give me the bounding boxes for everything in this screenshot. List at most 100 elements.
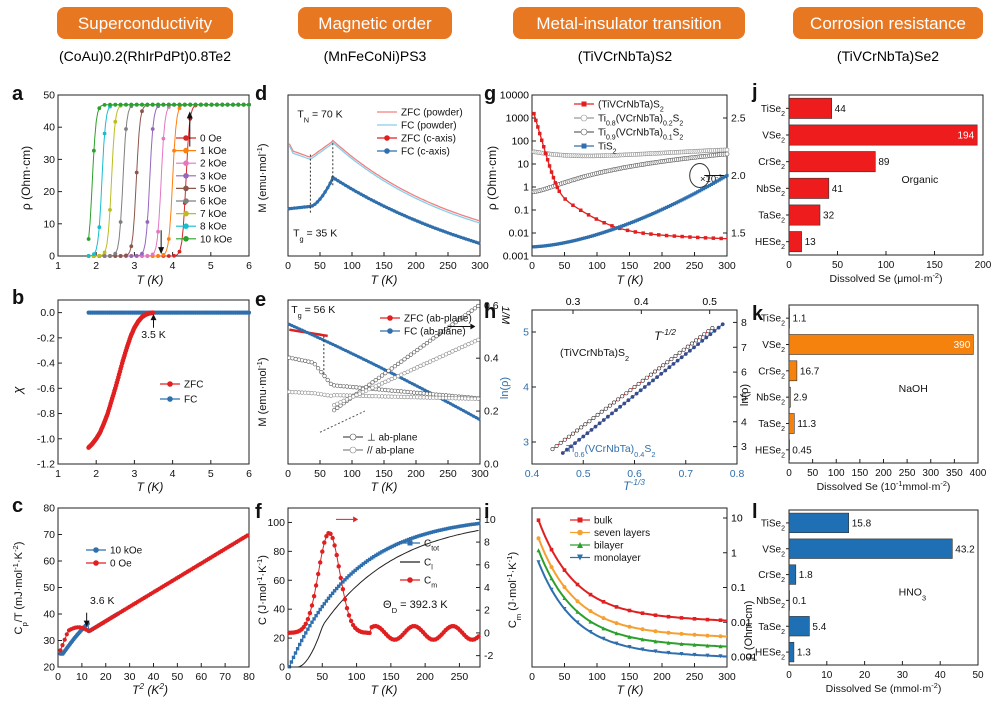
series-line: [537, 549, 728, 648]
data-point: [583, 422, 588, 427]
data-point: [550, 447, 555, 452]
data-point: [415, 384, 419, 388]
data-point: [614, 621, 619, 626]
data-point: [309, 360, 314, 365]
legend-label: 10 kOe: [110, 546, 143, 557]
data-point: [390, 371, 394, 375]
data-point: [395, 210, 399, 214]
legend-label: Ctot: [424, 539, 439, 553]
data-point: [394, 542, 398, 547]
data-point: [627, 645, 632, 649]
medium-label: HNO3: [899, 587, 926, 603]
data-point: [679, 652, 684, 656]
data-point: [326, 596, 331, 600]
y-tick-label: -1.2: [37, 459, 55, 471]
bar-value-label: 41: [832, 184, 844, 195]
data-point: [372, 199, 376, 203]
data-point: [588, 609, 593, 614]
data-point: [601, 636, 606, 641]
legend-label: 1 kOe: [200, 146, 227, 157]
data-point: [600, 231, 604, 235]
y-tick-label: 1000: [506, 113, 530, 125]
data-point: [628, 388, 633, 393]
data-point: [58, 648, 63, 653]
panel-letter: d: [255, 83, 267, 105]
x-tick-label: 100: [343, 468, 361, 480]
data-point: [380, 550, 384, 554]
y-tick-label: 30: [43, 635, 55, 647]
data-point: [326, 340, 330, 344]
x-tick-label: 150: [621, 260, 639, 272]
data-point: [402, 378, 407, 382]
arrow-head: [83, 620, 90, 627]
annotation: TN = 70 K: [297, 109, 342, 125]
bar: [788, 204, 821, 226]
data-point: [575, 428, 580, 433]
data-point: [640, 627, 645, 632]
x-tick-label: 30: [897, 670, 909, 681]
data-point: [361, 562, 366, 566]
data-point: [718, 654, 723, 659]
x-tick-label: 5: [208, 260, 214, 272]
data-point: [547, 164, 552, 168]
data-point: [723, 175, 727, 179]
legend-label: FC (c-axis): [401, 147, 450, 158]
data-point: [332, 408, 337, 413]
data-point: [622, 223, 626, 228]
x-tick-label: 250: [439, 260, 457, 272]
data-point: [429, 530, 433, 535]
data-point: [383, 371, 388, 376]
y-tick-label: 100: [267, 517, 285, 529]
x-tick-label: 200: [653, 671, 671, 683]
data-point: [376, 375, 382, 380]
data-point: [666, 614, 671, 619]
data-point: [620, 224, 624, 228]
column-header-badge: [57, 7, 233, 39]
bar-value-label: 0.45: [792, 445, 812, 456]
data-point: [454, 525, 458, 529]
bar: [788, 512, 850, 533]
data-point: [703, 236, 708, 240]
panel-letter: l: [752, 501, 758, 523]
x-tick-label: 200: [875, 468, 892, 479]
annotation: 3.6 K: [90, 595, 115, 607]
data-point: [688, 235, 692, 239]
legend-label: ZFC (ab-plane): [404, 314, 472, 325]
column-header-badge: [513, 7, 745, 39]
data-point: [384, 547, 388, 552]
legend-label: Ti0.6(VCrNbTa)0.4S2: [566, 443, 656, 459]
data-point: [554, 443, 559, 448]
legend-label: FC (powder): [401, 121, 457, 132]
data-point: [559, 241, 563, 245]
data-point: [124, 102, 128, 107]
bar: [788, 307, 790, 329]
data-point: [565, 240, 569, 244]
data-point: [581, 434, 586, 439]
data-point: [692, 652, 697, 657]
x-tick-label: 20: [100, 671, 112, 683]
data-point: [464, 523, 468, 527]
data-point: [651, 378, 655, 383]
x-tick-label: 200: [653, 260, 671, 272]
data-point: [713, 180, 717, 184]
data-point: [569, 444, 573, 449]
data-point: [575, 582, 580, 587]
data-point: [626, 398, 631, 403]
category-label: VSe2: [762, 131, 785, 145]
legend-marker: [384, 148, 390, 154]
data-point: [450, 526, 454, 530]
y-tick-label: 0: [279, 662, 285, 674]
panel-letter: b: [12, 287, 24, 309]
data-point: [182, 102, 187, 107]
bar-value-label: 194: [957, 131, 974, 142]
y-tick-label: 10: [517, 159, 529, 171]
data-point: [407, 537, 411, 542]
data-point: [460, 524, 464, 528]
data-point: [102, 103, 107, 107]
column-subtitle: (MnFeCoNi)PS3: [324, 48, 427, 64]
column-header-label: Corrosion resistance: [810, 14, 966, 33]
data-point: [657, 366, 662, 371]
data-point: [579, 425, 584, 430]
x-tick-label: 50: [559, 260, 571, 272]
data-point: [680, 234, 684, 239]
